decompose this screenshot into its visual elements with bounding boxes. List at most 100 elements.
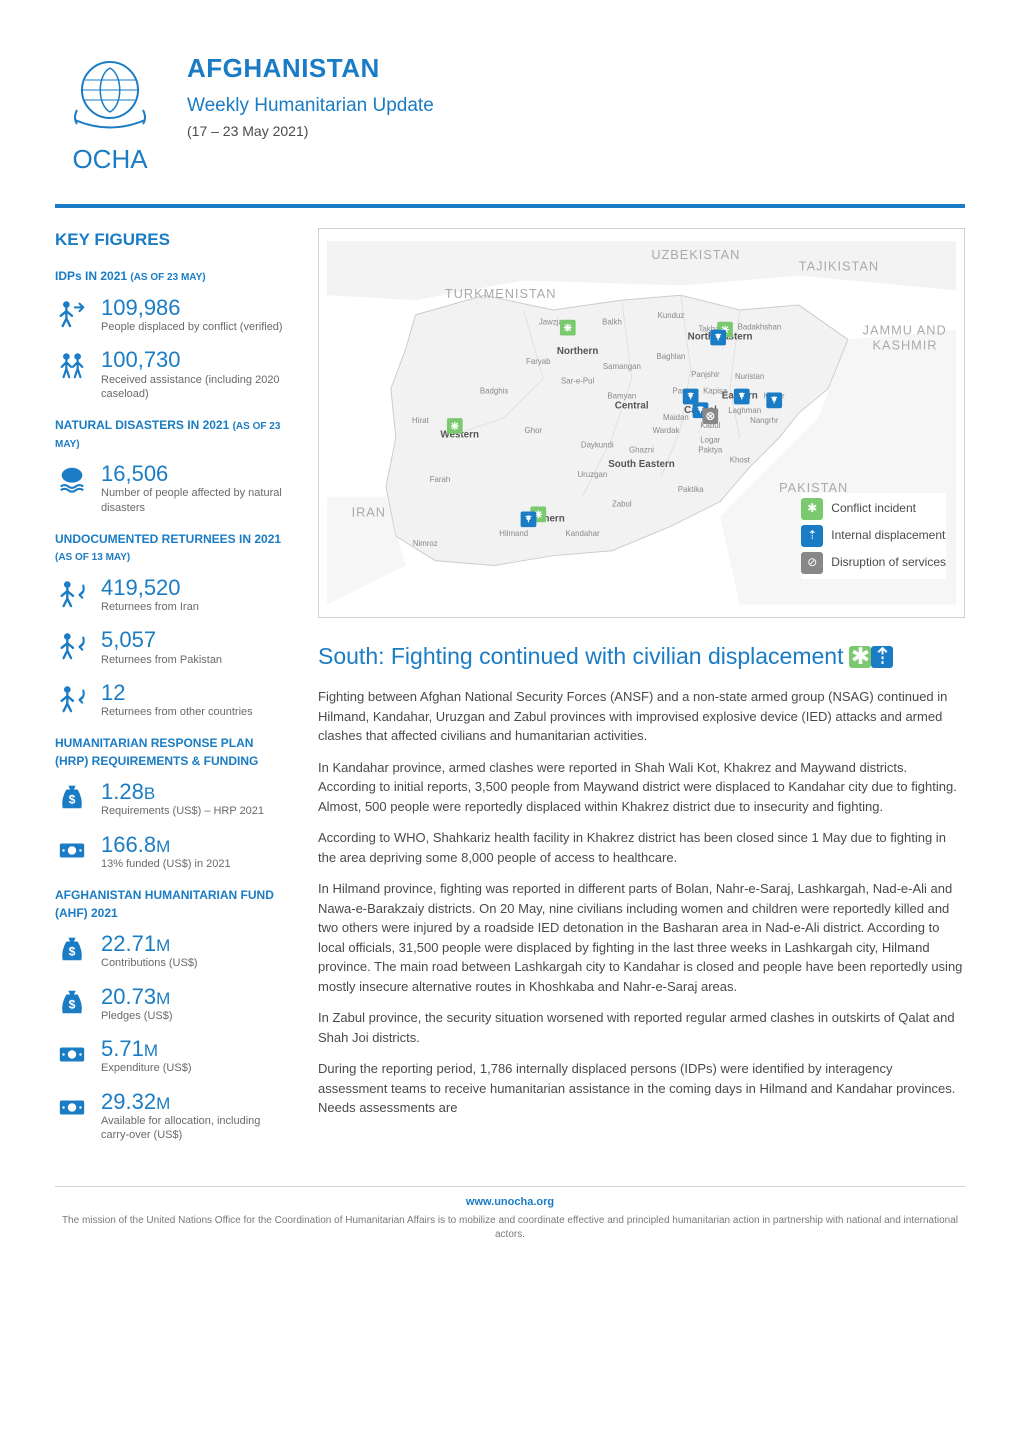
svg-text:Farah: Farah: [430, 475, 451, 484]
article-paragraph: Fighting between Afghan National Securit…: [318, 687, 965, 746]
svg-text:Laghman: Laghman: [728, 406, 761, 415]
svg-text:Maidan: Maidan: [663, 413, 689, 422]
ocha-logo: OCHA: [55, 50, 165, 186]
stat-row: 29.32M Available for allocation, includi…: [55, 1090, 290, 1143]
footer: www.unocha.org The mission of the United…: [55, 1186, 965, 1242]
stat-desc: People displaced by conflict (verified): [101, 320, 290, 334]
footer-text: The mission of the United Nations Office…: [55, 1214, 965, 1242]
stat-value: 29.32M: [101, 1090, 290, 1114]
section-label: HUMANITARIAN RESPONSE PLAN (HRP) REQUIRE…: [55, 735, 290, 770]
stat-row: 5,057 Returnees from Pakistan: [55, 628, 290, 666]
svg-text:Hilmand: Hilmand: [499, 529, 528, 538]
stat-row: 166.8M 13% funded (US$) in 2021: [55, 833, 290, 871]
svg-text:JAMMU AND: JAMMU AND: [863, 322, 947, 337]
footer-link: www.unocha.org: [55, 1195, 965, 1211]
stat-value: 5,057: [101, 628, 290, 652]
svg-text:$: $: [69, 793, 76, 807]
stat-desc: Number of people affected by natural dis…: [101, 486, 290, 515]
cash-icon: [55, 1037, 89, 1071]
person-return-icon: [55, 576, 89, 610]
stat-value: 166.8M: [101, 833, 290, 857]
stat-row: 12 Returnees from other countries: [55, 681, 290, 719]
cash-icon: [55, 1090, 89, 1124]
stat-desc: 13% funded (US$) in 2021: [101, 857, 290, 871]
svg-text:OCHA: OCHA: [72, 144, 148, 174]
section-label: IDPs IN 2021 (AS OF 23 MAY): [55, 268, 290, 286]
stat-desc: Available for allocation, including carr…: [101, 1114, 290, 1143]
stat-value: 20.73M: [101, 985, 290, 1009]
header: OCHA AFGHANISTAN Weekly Humanitarian Upd…: [55, 50, 965, 208]
svg-text:Nangrhr: Nangrhr: [750, 416, 779, 425]
svg-text:Paktya: Paktya: [698, 445, 723, 454]
svg-text:Panjshir: Panjshir: [691, 370, 720, 379]
svg-text:$: $: [69, 945, 76, 959]
stat-row: 16,506 Number of people affected by natu…: [55, 462, 290, 515]
legend-label: Disruption of services: [831, 554, 946, 571]
stat-value: 109,986: [101, 296, 290, 320]
svg-text:Khost: Khost: [730, 455, 751, 464]
conflict-icon: ✱: [849, 646, 871, 668]
svg-text:Daykundi: Daykundi: [581, 440, 614, 449]
svg-text:Bamyan: Bamyan: [607, 391, 636, 400]
section-label: AFGHANISTAN HUMANITARIAN FUND (AHF) 2021: [55, 887, 290, 922]
svg-text:Nuristan: Nuristan: [735, 372, 764, 381]
svg-text:Kandahar: Kandahar: [565, 529, 599, 538]
conflict-icon: ✱: [801, 498, 823, 520]
article-paragraph: During the reporting period, 1,786 inter…: [318, 1059, 965, 1118]
svg-text:Central: Central: [615, 400, 649, 411]
svg-text:Nimroz: Nimroz: [413, 539, 438, 548]
cash-icon: [55, 833, 89, 867]
svg-text:South Eastern: South Eastern: [608, 459, 675, 470]
svg-text:Logar: Logar: [700, 436, 720, 445]
article-headline: South: Fighting continued with civilian …: [318, 640, 965, 673]
svg-text:Badakhshan: Badakhshan: [738, 322, 782, 331]
afghanistan-map: UZBEKISTANTURKMENISTANTAJIKISTANJAMMU AN…: [318, 228, 965, 618]
stat-value: 12: [101, 681, 290, 705]
key-figures-title: KEY FIGURES: [55, 228, 290, 253]
svg-text:TAJIKISTAN: TAJIKISTAN: [799, 259, 879, 274]
disrupt-icon: ⊘: [801, 552, 823, 574]
stat-row: 5.71M Expenditure (US$): [55, 1037, 290, 1075]
article-paragraph: According to WHO, Shahkariz health facil…: [318, 828, 965, 867]
stat-desc: Returnees from Pakistan: [101, 653, 290, 667]
stat-value: 419,520: [101, 576, 290, 600]
legend-label: Internal displacement: [831, 527, 945, 544]
date-range: (17 – 23 May 2021): [187, 121, 965, 141]
svg-text:Baghlan: Baghlan: [657, 352, 686, 361]
stat-value: 1.28B: [101, 780, 290, 804]
stat-value: 5.71M: [101, 1037, 290, 1061]
svg-text:Kunduz: Kunduz: [658, 311, 685, 320]
doc-subtitle: Weekly Humanitarian Update: [187, 92, 965, 120]
map-legend: ✱ Conflict incident ⇡ Internal displacement…: [801, 493, 946, 579]
article-paragraph: In Hilmand province, fighting was report…: [318, 879, 965, 996]
svg-text:Wardak: Wardak: [653, 426, 680, 435]
svg-text:TURKMENISTAN: TURKMENISTAN: [445, 286, 557, 301]
stat-row: $ 22.71M Contributions (US$): [55, 932, 290, 970]
svg-text:KASHMIR: KASHMIR: [872, 337, 937, 352]
svg-text:Ghazni: Ghazni: [629, 445, 654, 454]
svg-text:Balkh: Balkh: [602, 318, 622, 327]
svg-text:$: $: [69, 997, 76, 1011]
headline-text: South: Fighting continued with civilian …: [318, 640, 843, 673]
key-figures-sidebar: KEY FIGURES IDPs IN 2021 (AS OF 23 MAY) …: [55, 228, 290, 1157]
legend-item: ⊘ Disruption of services: [801, 552, 946, 574]
person-arrow-icon: [55, 296, 89, 330]
section-label: UNDOCUMENTED RETURNEES IN 2021 (AS OF 13…: [55, 531, 290, 566]
stat-value: 22.71M: [101, 932, 290, 956]
section-label: NATURAL DISASTERS IN 2021 (AS OF 23 MAY): [55, 417, 290, 452]
country-title: AFGHANISTAN: [187, 50, 965, 88]
stat-value: 16,506: [101, 462, 290, 486]
stat-row: 100,730 Received assistance (including 2…: [55, 348, 290, 401]
idp-icon: ⇡: [871, 646, 893, 668]
svg-text:Badghis: Badghis: [480, 386, 508, 395]
stat-desc: Contributions (US$): [101, 956, 290, 970]
bag-icon: $: [55, 780, 89, 814]
legend-label: Conflict incident: [831, 500, 916, 517]
stat-row: 419,520 Returnees from Iran: [55, 576, 290, 614]
svg-text:Kapisa: Kapisa: [703, 386, 728, 395]
stat-desc: Expenditure (US$): [101, 1061, 290, 1075]
svg-text:Uruzgan: Uruzgan: [578, 470, 608, 479]
stat-row: $ 20.73M Pledges (US$): [55, 985, 290, 1023]
idp-icon: ⇡: [801, 525, 823, 547]
stat-desc: Pledges (US$): [101, 1009, 290, 1023]
